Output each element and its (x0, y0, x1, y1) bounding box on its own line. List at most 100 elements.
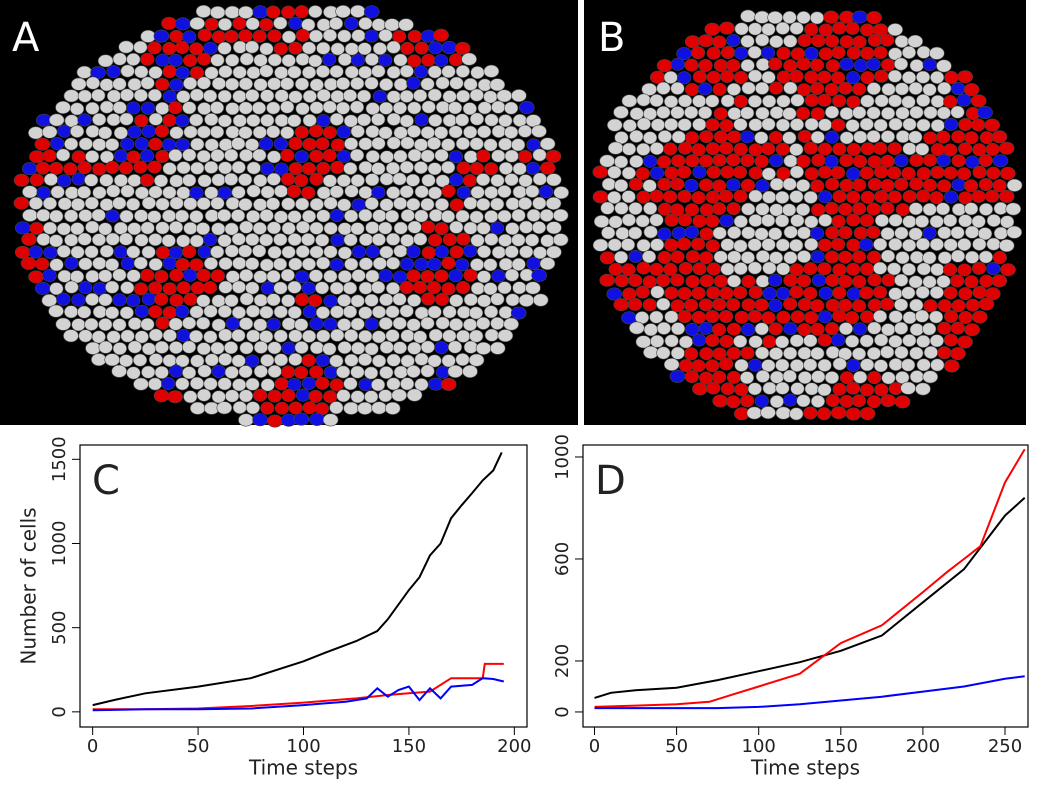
cell (629, 129, 644, 143)
cell (287, 378, 302, 392)
cell (218, 65, 233, 79)
cell (112, 101, 127, 115)
cell (196, 294, 211, 308)
cell (775, 335, 790, 349)
cell (407, 341, 422, 355)
cell (712, 394, 729, 408)
cell (168, 364, 184, 378)
cell (64, 209, 79, 223)
cell (197, 52, 212, 66)
cell (232, 65, 247, 79)
cell (866, 202, 881, 216)
cell (315, 376, 330, 390)
cell (783, 393, 798, 407)
cell (98, 126, 113, 140)
cell (153, 29, 170, 43)
cell (140, 52, 155, 66)
cell (670, 346, 685, 360)
cell (428, 208, 444, 222)
cell (281, 5, 296, 19)
cell (218, 161, 233, 175)
cell (280, 126, 295, 140)
cell (217, 377, 232, 391)
cell (719, 357, 734, 371)
cell (329, 208, 344, 222)
cell (253, 388, 268, 402)
cell (964, 323, 980, 337)
cell (733, 286, 748, 300)
cell (894, 177, 909, 191)
cell (839, 107, 854, 121)
cell (775, 381, 790, 395)
cell (393, 149, 408, 163)
cell (309, 149, 324, 163)
cell (266, 172, 281, 186)
cell (407, 29, 422, 43)
cell (909, 298, 924, 312)
cell (147, 377, 163, 391)
cell (525, 281, 541, 295)
cell (677, 189, 692, 203)
cell (351, 29, 366, 43)
cell (599, 273, 616, 287)
cell (379, 172, 394, 186)
cell (323, 365, 339, 379)
cell (202, 281, 218, 295)
cell (462, 174, 478, 188)
cell (606, 118, 623, 132)
cell (267, 29, 282, 43)
cell (162, 329, 177, 343)
y-tick-label: 0 (552, 706, 573, 717)
cell (526, 256, 541, 270)
cell (901, 71, 917, 85)
cell (713, 250, 728, 264)
cell (336, 125, 352, 139)
cell (69, 124, 85, 138)
cell (677, 165, 692, 179)
cell (112, 77, 127, 91)
cell (789, 285, 804, 299)
cell (832, 357, 847, 371)
cell (91, 330, 106, 344)
cell (991, 274, 1008, 288)
cell (831, 333, 846, 347)
cell (930, 70, 945, 84)
cell (210, 53, 225, 67)
cell (762, 94, 777, 108)
cell (733, 142, 748, 156)
cell (456, 305, 472, 319)
cell (504, 245, 519, 259)
cell (169, 78, 184, 92)
cell (224, 29, 239, 43)
cell (643, 225, 658, 239)
cell (769, 154, 784, 168)
cell (448, 150, 464, 164)
cell (323, 390, 338, 404)
cell (720, 238, 735, 252)
cell (986, 237, 1001, 251)
cell (210, 245, 225, 259)
cell (943, 359, 960, 373)
cell (684, 298, 699, 312)
cell (295, 52, 310, 66)
cell (294, 340, 309, 354)
cell (649, 166, 665, 180)
cell (922, 322, 937, 336)
cell (691, 143, 706, 157)
cell (441, 354, 456, 368)
cell (301, 281, 316, 295)
cell (733, 118, 748, 132)
cell (273, 353, 289, 367)
cell (344, 209, 359, 223)
cell (441, 184, 456, 198)
x-tick-label: 250 (988, 736, 1022, 757)
cell (169, 268, 184, 282)
cell (852, 82, 867, 96)
cell (685, 83, 700, 97)
cell (43, 246, 58, 260)
cell (196, 342, 211, 356)
cell (859, 262, 875, 276)
cell (607, 238, 622, 252)
cell (371, 233, 386, 247)
cell (182, 101, 197, 115)
